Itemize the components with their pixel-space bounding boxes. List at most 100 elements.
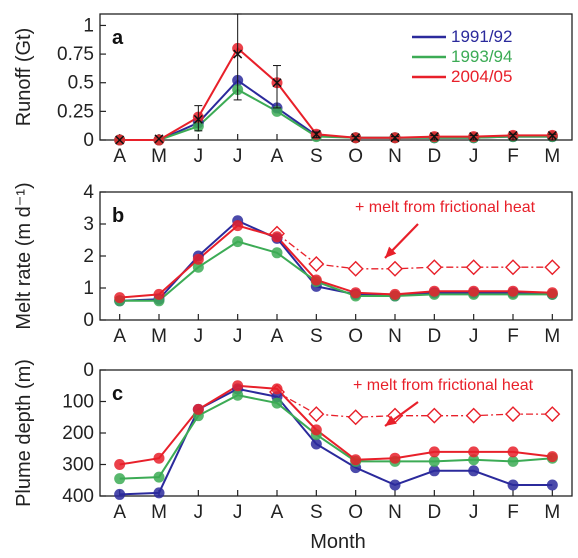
series-point: [192, 261, 204, 273]
series-point: [468, 454, 480, 466]
series-line: [119, 219, 553, 302]
series-point: [271, 247, 283, 259]
panel-a: 0 0.25 0.5 0.75 1 A M J J A S O N D J F M Runoff (Gt) a 199…: [13, 13, 573, 167]
series-line: [119, 224, 553, 299]
y-tick-label: 2: [83, 246, 94, 267]
frictional-heat-marker: [505, 259, 521, 276]
series-point: [428, 285, 440, 297]
series-point: [507, 479, 519, 491]
series-point: [468, 285, 480, 297]
series-point: [153, 471, 165, 483]
runoff-marker: [311, 129, 321, 139]
frictional-heat-marker: [544, 259, 561, 276]
x-tick-label: A: [271, 502, 284, 523]
x-tick-label: F: [507, 502, 519, 523]
x-tick-label: A: [271, 146, 284, 167]
y-tick-label: 0: [83, 310, 94, 331]
series-line: [119, 387, 553, 496]
x-tick-label: D: [427, 502, 441, 523]
frictional-heat-marker: [347, 260, 364, 277]
series-line: [119, 394, 553, 480]
x-tick-label: M: [544, 146, 560, 167]
frictional-heat-marker: [426, 407, 443, 424]
y-tick-label: 0: [83, 130, 94, 151]
y-tick-label: 3: [83, 214, 94, 235]
x-tick-label: A: [113, 502, 126, 523]
x-tick-label: S: [310, 502, 323, 523]
series-point: [153, 288, 165, 300]
x-tick-label: N: [388, 146, 402, 167]
x-tick-label: J: [233, 146, 243, 167]
x-tick-label: O: [348, 502, 363, 523]
x-tick-label: J: [469, 326, 479, 347]
x-tick-label: F: [507, 146, 519, 167]
x-tick-label: D: [427, 146, 441, 167]
y-tick-label: 400: [62, 486, 94, 507]
x-tick-label: S: [310, 146, 323, 167]
legend-entry: 1993/94: [451, 47, 512, 66]
x-tick-label: O: [348, 326, 363, 347]
y-axis-label: Plume depth (m): [13, 359, 35, 507]
frictional-heat-marker: [308, 256, 325, 272]
runoff-marker: [233, 49, 243, 59]
annotation-arrowhead: [385, 415, 397, 426]
series-point: [114, 488, 126, 500]
runoff-marker: [469, 132, 479, 142]
series-point: [114, 473, 126, 485]
frictional-heat-marker: [544, 406, 561, 423]
x-tick-label: A: [113, 146, 126, 167]
annotation-text: + melt from frictional heat: [353, 377, 534, 394]
series-point: [153, 487, 165, 499]
frictional-heat-marker: [347, 409, 364, 426]
y-tick-label: 0.75: [57, 44, 94, 65]
frictional-heat-marker: [387, 260, 403, 277]
x-tick-label: N: [388, 502, 402, 523]
frictional-heat-marker: [426, 259, 443, 276]
x-tick-label: A: [271, 326, 284, 347]
x-tick-label: J: [194, 502, 204, 523]
runoff-marker: [272, 78, 282, 88]
runoff-marker: [390, 133, 400, 143]
series-point: [192, 253, 204, 265]
runoff-marker: [115, 135, 125, 145]
series-point: [546, 287, 558, 299]
series-point: [271, 383, 283, 395]
runoff-marker: [547, 130, 557, 140]
series-point: [232, 220, 244, 232]
series-point: [153, 452, 165, 464]
runoff-marker: [193, 114, 203, 124]
x-tick-label: J: [233, 326, 243, 347]
panel-label: b: [112, 205, 124, 227]
panel-b: 0 1 2 3 4 A M J J A S O N D J F M Melt rate (m d⁻¹) b + mel…: [13, 182, 573, 347]
y-axis-label: Runoff (Gt): [13, 28, 35, 127]
series-point: [468, 465, 480, 477]
series-line: [119, 384, 553, 466]
y-tick-label: 300: [62, 455, 94, 476]
x-tick-label: M: [151, 146, 167, 167]
series-point: [114, 459, 126, 470]
y-tick-label: 4: [83, 182, 94, 203]
series-point: [153, 134, 165, 146]
series-point: [271, 397, 283, 409]
legend-entry: 1991/92: [451, 27, 512, 46]
series-line: [119, 240, 553, 302]
legend-entry: 2004/05: [451, 67, 512, 86]
series-point: [428, 446, 440, 458]
x-tick-label: J: [469, 146, 479, 167]
x-tick-label: M: [544, 502, 560, 523]
annotation-text: + melt from frictional heat: [355, 199, 536, 216]
x-tick-label: J: [194, 146, 204, 167]
x-tick-label: M: [544, 326, 560, 347]
series-point: [232, 236, 244, 248]
series-line: [119, 88, 553, 141]
x-tick-label: F: [507, 326, 519, 347]
series-point: [310, 274, 322, 286]
runoff-marker: [351, 133, 361, 143]
frictional-heat-marker: [465, 407, 482, 424]
y-tick-label: 1: [83, 278, 94, 299]
x-tick-label: O: [348, 146, 363, 167]
x-tick-label: S: [310, 326, 323, 347]
series-line: [119, 46, 553, 141]
y-tick-label: 0: [83, 360, 94, 381]
